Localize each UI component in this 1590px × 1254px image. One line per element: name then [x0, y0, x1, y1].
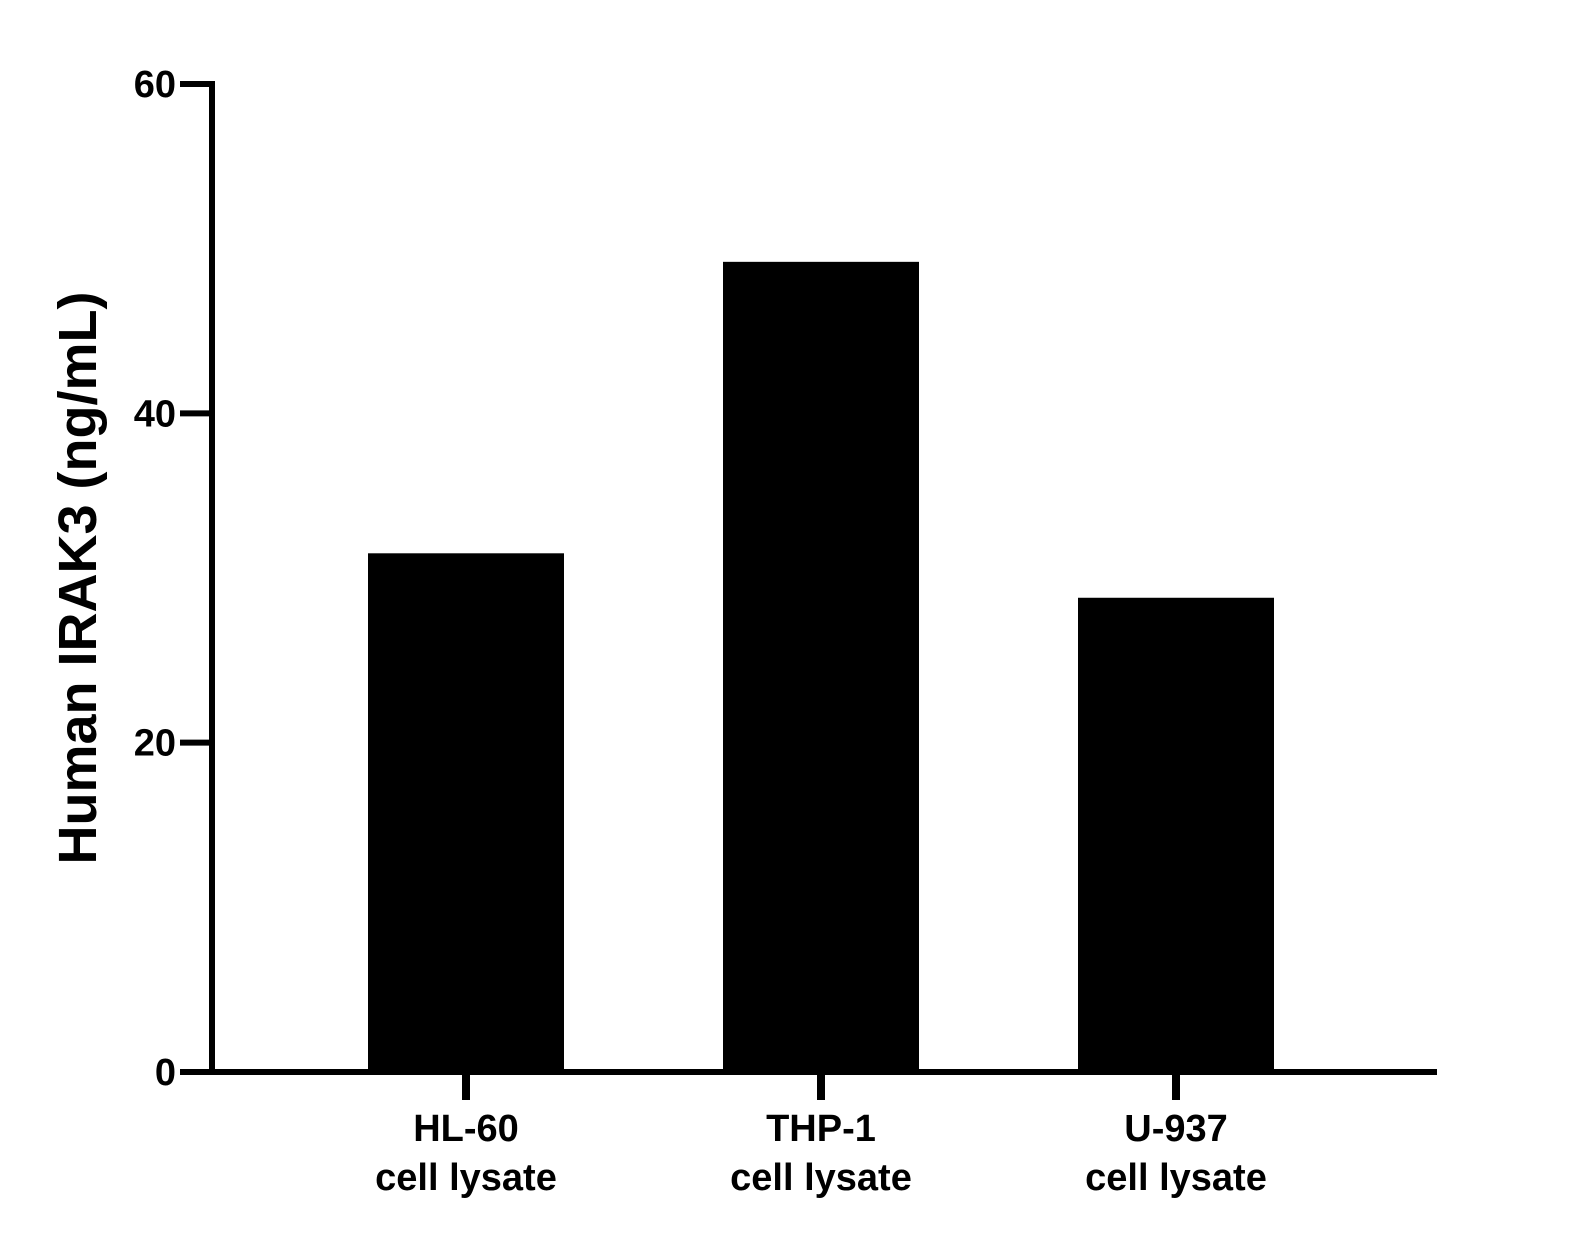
y-tick-label-40: 40 [134, 393, 176, 435]
y-axis-title: Human IRAK3 (ng/mL) [48, 292, 108, 865]
bar-3 [1078, 597, 1274, 1072]
x-tick-label-3: U-937 cell lysate [1085, 1108, 1267, 1199]
x-tick-label-line: cell lysate [375, 1157, 557, 1199]
y-tick-label-60: 60 [134, 64, 176, 106]
x-tick-label-line: THP-1 [766, 1108, 876, 1150]
x-tick-label-1: HL-60 cell lysate [375, 1108, 557, 1199]
x-tick-label-line: cell lysate [1085, 1157, 1267, 1199]
bar-1 [368, 553, 564, 1072]
y-ticks-group: 0 20 40 60 [134, 64, 212, 1094]
bars-group [368, 261, 1274, 1073]
y-tick-label-20: 20 [134, 723, 176, 765]
x-tick-label-line: HL-60 [413, 1108, 519, 1150]
x-tick-label-line: U-937 [1124, 1108, 1228, 1150]
bar-2 [723, 261, 919, 1073]
x-tick-label-line: cell lysate [730, 1157, 912, 1199]
x-ticks-group: HL-60 cell lysate THP-1 cell lysate U-937 cel… [375, 1072, 1267, 1199]
y-tick-label-0: 0 [155, 1052, 176, 1094]
x-tick-label-2: THP-1 cell lysate [730, 1108, 912, 1199]
